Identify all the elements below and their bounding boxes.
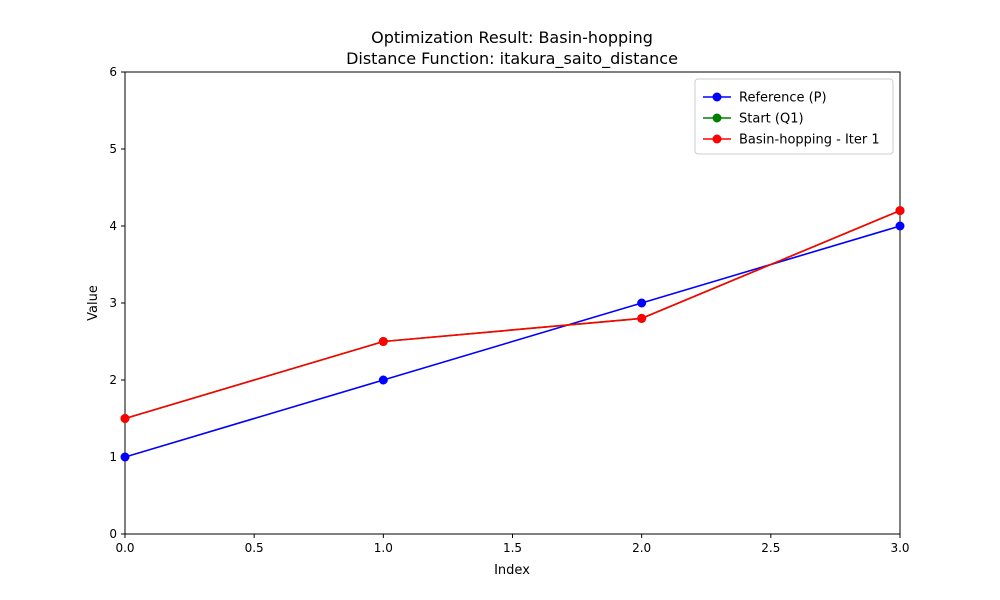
data-point (637, 313, 647, 323)
y-tick-label: 4 (109, 219, 117, 233)
x-tick-label: 0.0 (115, 541, 134, 555)
x-tick-label: 1.5 (503, 541, 522, 555)
y-tick-label: 5 (109, 142, 117, 156)
x-axis-label: Index (494, 563, 530, 578)
data-point (895, 221, 905, 231)
x-tick-label: 2.5 (761, 541, 780, 555)
y-tick-label: 6 (109, 65, 117, 79)
x-axis-ticks: 0.0 0.5 1.0 1.5 2.0 2.5 3.0 (115, 534, 910, 555)
y-axis-label: Value (86, 285, 101, 321)
series-layer (120, 206, 905, 462)
legend-item: Reference (P) (703, 91, 827, 106)
legend-item: Basin-hopping - Iter 1 (703, 133, 880, 148)
data-point (120, 452, 130, 462)
data-point (378, 375, 388, 385)
series-2 (120, 206, 905, 423)
series-line (124, 209, 901, 420)
legend-marker (712, 134, 722, 144)
y-tick-label: 1 (109, 450, 117, 464)
x-tick-label: 0.5 (245, 541, 264, 555)
chart-title-line-1: Optimization Result: Basin-hopping (371, 28, 653, 47)
y-tick-label: 0 (109, 527, 117, 541)
x-tick-label: 3.0 (890, 541, 909, 555)
y-tick-label: 2 (109, 373, 117, 387)
data-point (637, 298, 647, 308)
legend-box (694, 78, 894, 155)
y-axis-ticks: 0 1 2 3 4 5 6 (109, 65, 125, 541)
legend: Reference (P) Start (Q1) Basin-hopping - I… (694, 78, 894, 155)
x-tick-label: 2.0 (632, 541, 651, 555)
data-point (378, 337, 388, 346)
legend-marker (712, 113, 722, 123)
data-point (895, 206, 905, 216)
legend-item: Start (Q1) (703, 112, 804, 127)
legend-label: Start (Q1) (739, 112, 804, 127)
legend-label: Reference (P) (739, 91, 827, 106)
legend-label: Basin-hopping - Iter 1 (739, 133, 880, 148)
data-point (120, 414, 130, 423)
x-tick-label: 1.0 (374, 541, 393, 555)
chart-title-line-2: Distance Function: itakura_saito_distanc… (346, 49, 678, 69)
y-tick-label: 3 (109, 296, 117, 310)
legend-marker (712, 92, 722, 102)
